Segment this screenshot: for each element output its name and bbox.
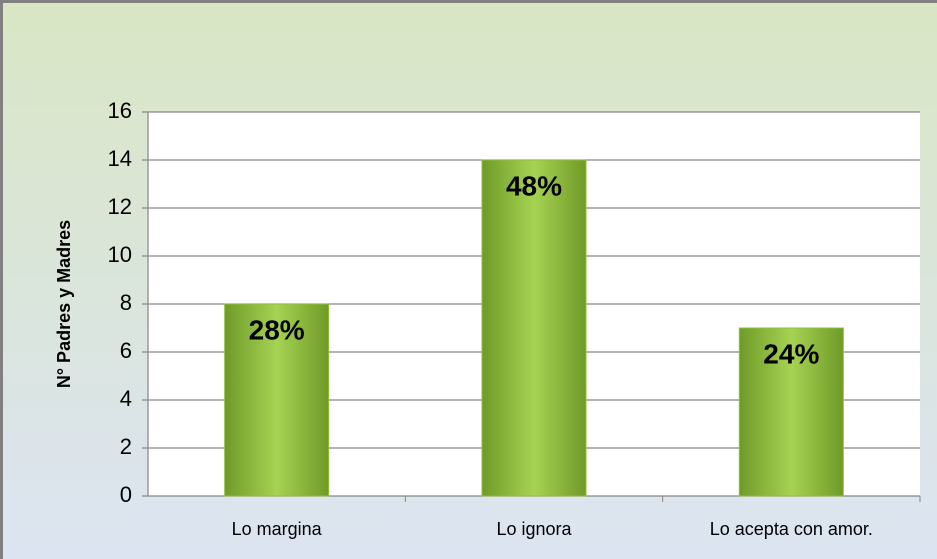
y-axis-label: N° Padres y Madres bbox=[54, 220, 74, 388]
y-tick-label: 8 bbox=[120, 290, 132, 315]
x-tick-label: Lo acepta con amor. bbox=[710, 519, 873, 539]
y-tick-label: 0 bbox=[120, 482, 132, 507]
y-tick-label: 14 bbox=[108, 146, 132, 171]
y-tick-label: 2 bbox=[120, 434, 132, 459]
y-tick-label: 16 bbox=[108, 98, 132, 123]
data-label: 28% bbox=[249, 314, 305, 345]
y-tick-label: 4 bbox=[120, 386, 132, 411]
data-label: 24% bbox=[763, 338, 819, 369]
data-label: 48% bbox=[506, 170, 562, 201]
bar bbox=[738, 327, 844, 497]
y-tick-label: 10 bbox=[108, 242, 132, 267]
y-tick-label: 12 bbox=[108, 194, 132, 219]
bar bbox=[481, 159, 587, 497]
x-tick-label: Lo ignora bbox=[496, 519, 572, 539]
bar bbox=[224, 303, 330, 497]
x-tick-label: Lo margina bbox=[232, 519, 323, 539]
y-tick-label: 6 bbox=[120, 338, 132, 363]
